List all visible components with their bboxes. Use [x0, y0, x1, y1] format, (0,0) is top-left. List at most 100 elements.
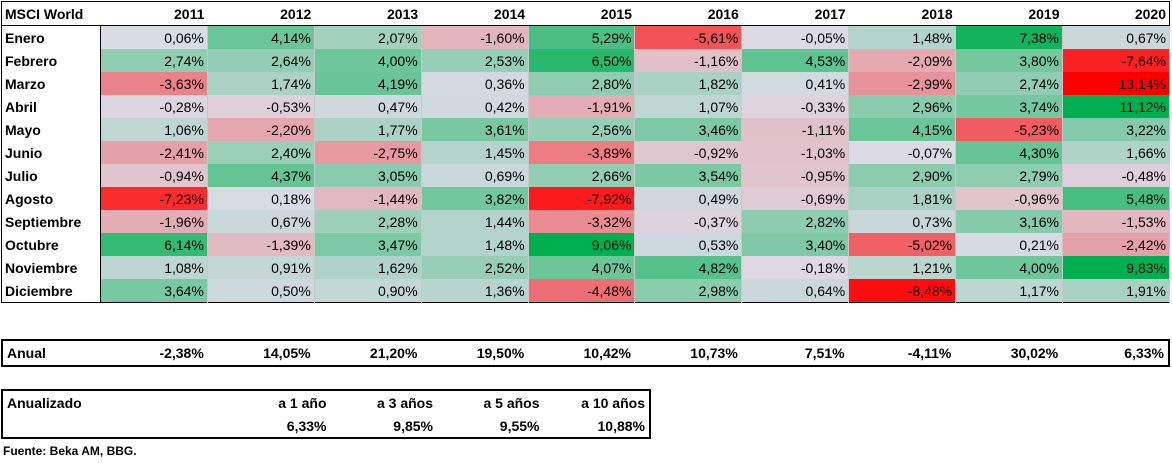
heatmap-cell: 3,47% — [314, 233, 422, 256]
heatmap-cell: 2,64% — [207, 49, 315, 72]
heatmap-cell: -1,16% — [634, 49, 743, 72]
year-header: 2016 — [634, 1, 742, 26]
heatmap-cell: 3,05% — [314, 164, 422, 187]
heatmap-cell: 9,83% — [1062, 256, 1170, 279]
heatmap-cell: 2,80% — [528, 72, 636, 95]
year-header: 2020 — [1062, 1, 1170, 26]
heatmap-cell: -0,33% — [741, 95, 850, 118]
heatmap-cell: -2,09% — [848, 49, 957, 72]
heatmap-cell: -3,63% — [100, 72, 208, 95]
heatmap-cell: -0,95% — [741, 164, 850, 187]
heatmap-cell: 3,46% — [634, 118, 743, 141]
source-note: Fuente: Beka AM, BBG. — [3, 444, 137, 458]
heatmap-cell: 0,42% — [421, 95, 529, 118]
month-row: Julio -0,94% 4,37% 3,05% 0,69% 2,66% 3,54% -0,9… — [1, 164, 1170, 187]
heatmap-cell: 2,66% — [528, 164, 636, 187]
heatmap-cell: 2,40% — [207, 141, 315, 164]
heatmap-cell: -0,05% — [741, 25, 850, 49]
month-row: Septiembre -1,96% 0,67% 2,28% 1,44% -3,32% -0,… — [1, 210, 1170, 233]
heatmap-cell: 2,07% — [314, 25, 422, 49]
month-label: Marzo — [1, 72, 101, 95]
heatmap-cell: 6,14% — [100, 233, 208, 256]
heatmap-cell: 0,50% — [207, 279, 315, 303]
annual-value: 10,42% — [583, 345, 631, 361]
heatmap-cell: -5,02% — [848, 233, 957, 256]
heatmap-cell: 0,64% — [741, 279, 850, 303]
annual-returns-table: Anual -2,38% 14,05% 21,20% 19,50% 10,42%… — [1, 339, 1170, 367]
heatmap-cell: 1,45% — [421, 141, 529, 164]
heatmap-cell: -2,20% — [207, 118, 315, 141]
heatmap-cell: -5,61% — [634, 25, 743, 49]
heatmap-cell: 3,61% — [421, 118, 529, 141]
heatmap-cell: 1,06% — [100, 118, 208, 141]
heatmap-cell: -0,07% — [848, 141, 957, 164]
annualized-header: a 3 años — [376, 394, 433, 411]
heatmap-cell: 0,21% — [955, 233, 1064, 256]
heatmap-cell: 1,48% — [421, 233, 529, 256]
annualized-header: a 10 años — [581, 394, 645, 411]
month-row: Febrero 2,74% 2,64% 4,00% 2,53% 6,50% -1,16% 4,… — [1, 49, 1170, 72]
month-label: Diciembre — [1, 279, 101, 303]
month-label: Agosto — [1, 187, 101, 210]
heatmap-cell: 3,74% — [955, 95, 1064, 118]
heatmap-cell: 1,48% — [848, 25, 957, 49]
heatmap-cell: -1,53% — [1062, 210, 1170, 233]
heatmap-cell: 3,54% — [634, 164, 743, 187]
heatmap-cell: -0,18% — [741, 256, 850, 279]
header-row: MSCI World 2011 2012 2013 2014 2015 2016… — [1, 1, 1170, 26]
heatmap-cell: 2,52% — [421, 256, 529, 279]
month-label: Noviembre — [1, 256, 101, 279]
heatmap-cell: -4,48% — [528, 279, 636, 303]
heatmap-cell: 2,74% — [100, 49, 208, 72]
heatmap-cell: 1,62% — [314, 256, 422, 279]
heatmap-cell: 3,64% — [100, 279, 208, 303]
heatmap-cell: -0,69% — [741, 187, 850, 210]
heatmap-cell: 0,06% — [100, 25, 208, 49]
heatmap-cell: -1,91% — [528, 95, 636, 118]
heatmap-cell: 7,38% — [955, 25, 1064, 49]
month-row: Agosto -7,23% 0,18% -1,44% 3,82% -7,92% 0,49% -… — [1, 187, 1170, 210]
month-row: Mayo 1,06% -2,20% 1,77% 3,61% 2,56% 3,46% -1,11… — [1, 118, 1170, 141]
annual-value: -4,11% — [907, 345, 952, 361]
heatmap-cell: 1,08% — [100, 256, 208, 279]
heatmap-cell: 9,06% — [528, 233, 636, 256]
heatmap-cell: -1,60% — [421, 25, 529, 49]
month-row: Junio -2,41% 2,40% -2,75% 1,45% -3,89% -0,92% -… — [1, 141, 1170, 164]
heatmap-cell: 4,00% — [955, 256, 1064, 279]
month-row: Abril -0,28% -0,53% 0,47% 0,42% -1,91% 1,07% -0… — [1, 95, 1170, 118]
heatmap-cell: 0,90% — [314, 279, 422, 303]
heatmap-cell: 2,56% — [528, 118, 636, 141]
month-label: Octubre — [1, 233, 101, 256]
heatmap-cell: -0,37% — [634, 210, 743, 233]
annual-value: 30,02% — [1010, 345, 1059, 361]
annualized-spacer — [2, 414, 224, 438]
month-label: Abril — [1, 95, 101, 118]
year-header: 2015 — [528, 1, 635, 26]
year-header: 2018 — [848, 1, 956, 26]
heatmap-cell: 2,82% — [741, 210, 850, 233]
heatmap-cell: -7,92% — [528, 187, 636, 210]
heatmap-cell: -2,75% — [314, 141, 422, 164]
heatmap-cell: 2,74% — [955, 72, 1064, 95]
heatmap-body: Enero 0,06% 4,14% 2,07% -1,60% 5,29% -5,61% -0,… — [1, 25, 1170, 303]
annual-value: -2,38% — [159, 345, 204, 361]
annualized-header: a 1 año — [278, 394, 327, 411]
heatmap-cell: 1,74% — [207, 72, 315, 95]
annualized-value-row: 6,33% 9,85% 9,55% 10,88% — [2, 414, 650, 438]
heatmap-cell: 5,29% — [528, 25, 636, 49]
heatmap-cell: 4,07% — [528, 256, 636, 279]
annualized-value: 10,88% — [597, 417, 645, 434]
heatmap-cell: 4,19% — [314, 72, 422, 95]
heatmap-cell: -0,92% — [634, 141, 743, 164]
heatmap-cell: 4,82% — [634, 256, 743, 279]
heatmap-cell: 1,81% — [848, 187, 957, 210]
heatmap-cell: 0,47% — [314, 95, 422, 118]
month-label: Julio — [1, 164, 101, 187]
year-header: 2017 — [741, 1, 849, 26]
heatmap-cell: -1,39% — [207, 233, 315, 256]
year-header: 2012 — [207, 1, 315, 26]
heatmap-cell: 5,48% — [1062, 187, 1170, 210]
heatmap-cell: -0,53% — [207, 95, 315, 118]
annualized-header: a 5 años — [483, 394, 540, 411]
annualized-value: 6,33% — [286, 417, 327, 434]
